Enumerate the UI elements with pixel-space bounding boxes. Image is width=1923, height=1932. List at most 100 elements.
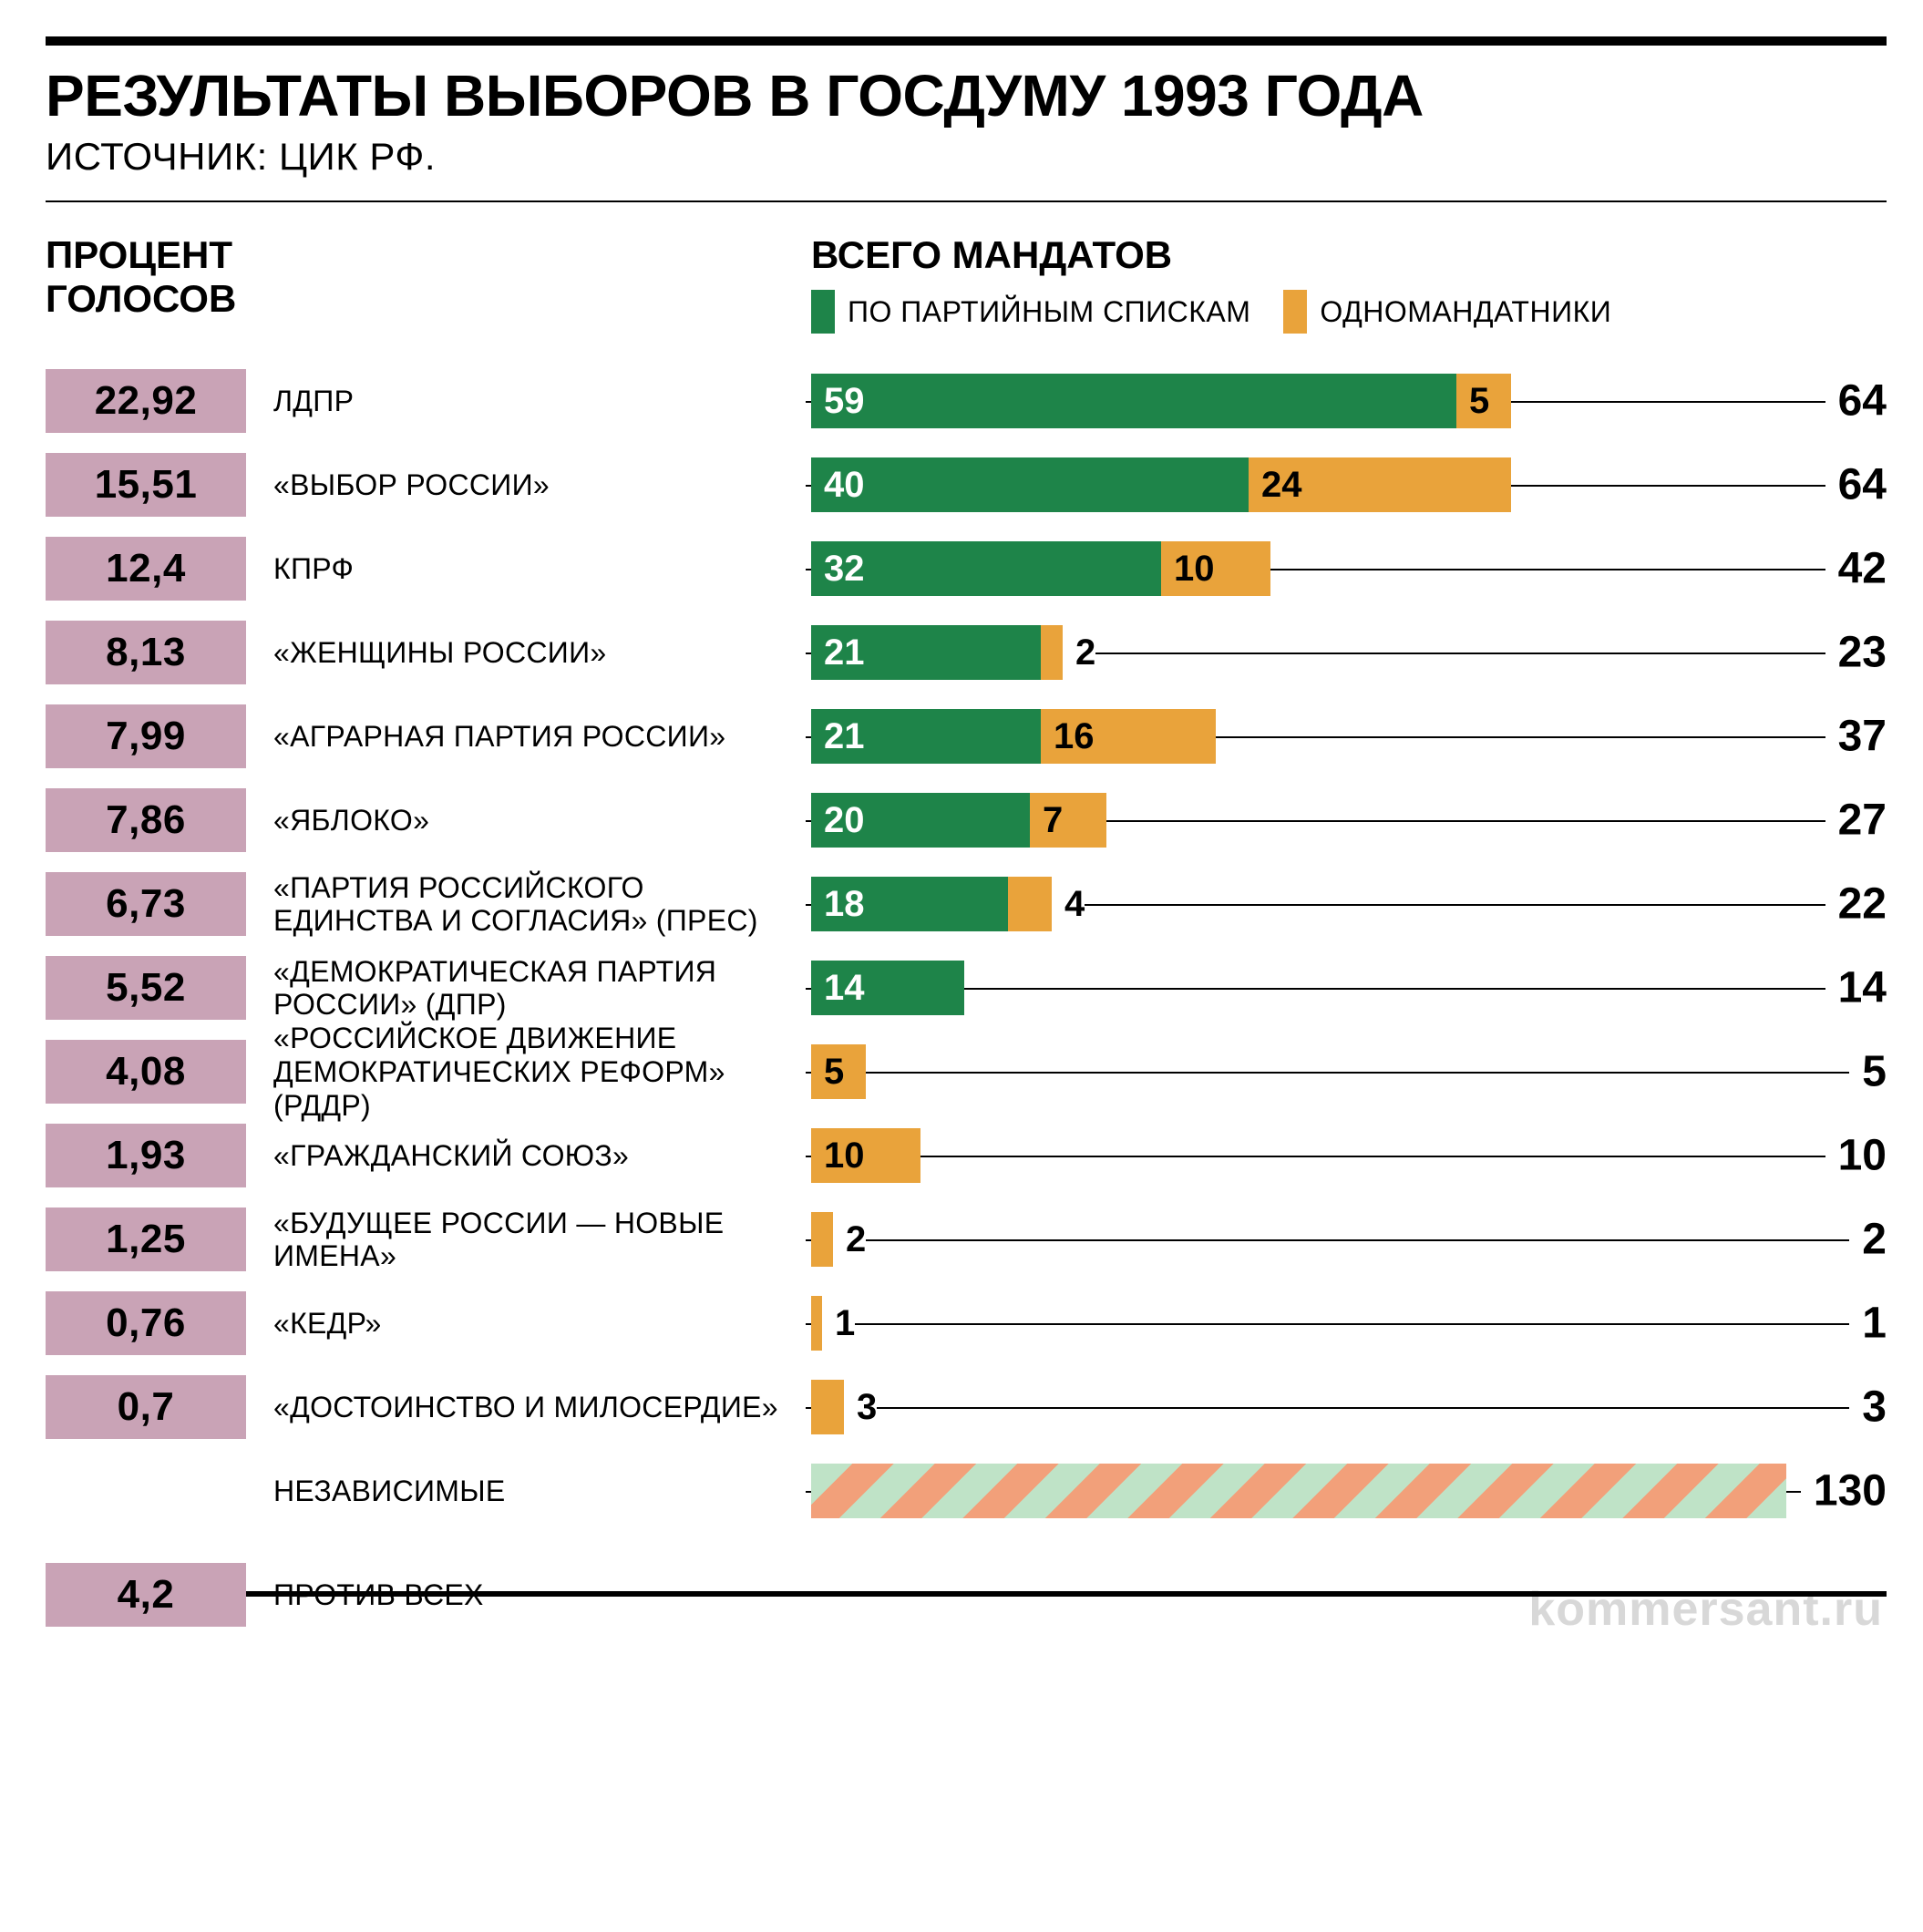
- chart-cell: 402464: [811, 457, 1887, 512]
- party-name: «ДЕМОКРАТИЧЕСКАЯ ПАРТИЯ РОССИИ» (ДПР): [246, 955, 811, 1023]
- bar: 3210: [811, 541, 1270, 596]
- chart-cell: 130: [811, 1464, 1887, 1518]
- data-rows: 22,92ЛДПР5956415,51«ВЫБОР РОССИИ»4024641…: [46, 359, 1887, 1637]
- chart-cell: 22: [811, 1212, 1887, 1267]
- bar: 14: [811, 961, 964, 1015]
- bar-segment-single: 5: [811, 1044, 866, 1099]
- bar-segment-party: 21: [811, 625, 1041, 680]
- total-value: 10: [1825, 1131, 1887, 1181]
- percent-value: [46, 1459, 246, 1523]
- party-name: «КЕДР»: [246, 1307, 811, 1341]
- data-row: 4,2ПРОТИВ ВСЕХ: [46, 1553, 1887, 1637]
- total-value: 23: [1825, 628, 1887, 678]
- bar-value-outside: 2: [1063, 632, 1095, 673]
- data-row: 1,25«БУДУЩЕЕ РОССИИ — НОВЫЕ ИМЕНА»22: [46, 1197, 1887, 1281]
- party-name: «ЖЕНЩИНЫ РОССИИ»: [246, 636, 811, 670]
- party-name: НЕЗАВИСИМЫЕ: [246, 1475, 811, 1508]
- total-value: 130: [1801, 1466, 1887, 1516]
- bar-segment-single: [811, 1380, 844, 1434]
- stripe-fill: [811, 1464, 1786, 1518]
- bar: 2: [811, 1212, 866, 1267]
- bar: 184: [811, 877, 1085, 931]
- header-mandates: ВСЕГО МАНДАТОВ: [811, 233, 1887, 277]
- party-name: «ГРАЖДАНСКИЙ СОЮЗ»: [246, 1139, 811, 1173]
- chart-cell: 55: [811, 1044, 1887, 1099]
- total-value: 42: [1825, 544, 1887, 594]
- total-value: 5: [1849, 1047, 1887, 1097]
- leader-line: [806, 1239, 1887, 1241]
- data-row: 1,93«ГРАЖДАНСКИЙ СОЮЗ»1010: [46, 1114, 1887, 1197]
- percent-value: 15,51: [46, 453, 246, 517]
- chart-cell: 18422: [811, 877, 1887, 931]
- leader-line: [806, 1072, 1887, 1074]
- bar-segment-single: [1008, 877, 1052, 931]
- legend-item-party: ПО ПАРТИЙНЫМ СПИСКАМ: [811, 290, 1250, 334]
- data-row: 0,7«ДОСТОИНСТВО И МИЛОСЕРДИЕ»33: [46, 1365, 1887, 1449]
- party-name: «РОССИЙСКОЕ ДВИЖЕНИЕ ДЕМОКРАТИЧЕСКИХ РЕФ…: [246, 1022, 811, 1122]
- percent-value: 12,4: [46, 537, 246, 601]
- bar-value-outside: 1: [822, 1303, 855, 1344]
- percent-value: 4,08: [46, 1040, 246, 1104]
- leader-line: [806, 1323, 1887, 1325]
- total-value: 14: [1825, 963, 1887, 1013]
- data-row: 12,4КПРФ321042: [46, 527, 1887, 611]
- data-row: 22,92ЛДПР59564: [46, 359, 1887, 443]
- data-row: НЕЗАВИСИМЫЕ 130: [46, 1449, 1887, 1533]
- bar-segment-party: 18: [811, 877, 1008, 931]
- chart-cell: 21 2 23: [811, 625, 1887, 680]
- bar-segment-single: 10: [811, 1128, 920, 1183]
- party-name: «БУДУЩЕЕ РОССИИ — НОВЫЕ ИМЕНА»: [246, 1207, 811, 1274]
- percent-value: 0,7: [46, 1375, 246, 1439]
- bar: 21 2: [811, 625, 1095, 680]
- leader-line: [806, 1407, 1887, 1409]
- bar-segment-single: 10: [1161, 541, 1270, 596]
- chart-cell: 2116 37: [811, 709, 1887, 764]
- percent-value: 4,2: [46, 1563, 246, 1627]
- chart-cell: 10 10: [811, 1128, 1887, 1183]
- data-row: 7,86«ЯБЛОКО»20727: [46, 778, 1887, 862]
- chart-source: ИСТОЧНИК: ЦИК РФ.: [46, 135, 1887, 179]
- percent-value: 7,86: [46, 788, 246, 852]
- bar-segment-party: 32: [811, 541, 1161, 596]
- percent-value: 1,25: [46, 1208, 246, 1271]
- bar-segment-party: 21: [811, 709, 1041, 764]
- bar: 10: [811, 1128, 920, 1183]
- legend-swatch-single: [1283, 290, 1307, 334]
- bar-value-outside: 3: [844, 1387, 877, 1428]
- chart-cell: 3210 42: [811, 541, 1887, 596]
- bar: 5: [811, 1044, 866, 1099]
- bar-segment-party: 14: [811, 961, 964, 1015]
- data-row: 8,13«ЖЕНЩИНЫ РОССИИ»21 2 23: [46, 611, 1887, 694]
- total-value: 37: [1825, 712, 1887, 762]
- party-name: ЛДПР: [246, 385, 811, 418]
- percent-value: 22,92: [46, 369, 246, 433]
- bar-segment-party: 59: [811, 374, 1456, 428]
- bar: 207: [811, 793, 1106, 848]
- chart-cell: 14 14: [811, 961, 1887, 1015]
- total-value: 27: [1825, 796, 1887, 846]
- legend-label-party: ПО ПАРТИЙНЫМ СПИСКАМ: [848, 295, 1250, 329]
- data-row: 7,99«АГРАРНАЯ ПАРТИЯ РОССИИ»211637: [46, 694, 1887, 778]
- hair-rule: [46, 200, 1887, 202]
- party-name: ПРОТИВ ВСЕХ: [246, 1578, 811, 1612]
- total-value: 2: [1849, 1215, 1887, 1265]
- bar-segment-single: 24: [1249, 457, 1511, 512]
- bar: 3: [811, 1380, 877, 1434]
- percent-value: 8,13: [46, 621, 246, 684]
- header-percent: ПРОЦЕНТ ГОЛОСОВ: [46, 233, 246, 322]
- legend: ПО ПАРТИЙНЫМ СПИСКАМ ОДНОМАНДАТНИКИ: [811, 290, 1887, 334]
- percent-value: 5,52: [46, 956, 246, 1020]
- leader-line: [806, 1156, 1887, 1157]
- data-row: 0,76«КЕДР»11: [46, 1281, 1887, 1365]
- leader-line: [806, 988, 1887, 990]
- chart-cell: 11: [811, 1296, 1887, 1351]
- bar: 2116: [811, 709, 1216, 764]
- legend-label-single: ОДНОМАНДАТНИКИ: [1320, 295, 1611, 329]
- percent-value: 1,93: [46, 1124, 246, 1187]
- bar: 595: [811, 374, 1511, 428]
- bar-striped: [811, 1464, 1786, 1518]
- bar-segment-single: 5: [1456, 374, 1511, 428]
- data-row: 6,73«ПАРТИЯ РОССИЙСКОГО ЕДИНСТВА И СОГЛА…: [46, 862, 1887, 946]
- top-rule: [46, 36, 1887, 46]
- party-name: «ВЫБОР РОССИИ»: [246, 468, 811, 502]
